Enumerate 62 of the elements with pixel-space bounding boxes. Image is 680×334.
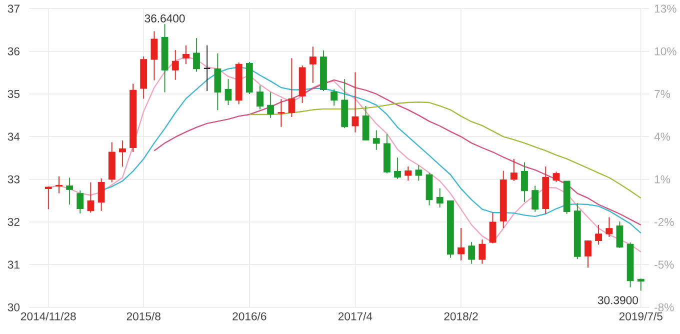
annotation: 36.6400	[144, 14, 185, 22]
candlestick	[584, 240, 592, 268]
x-tick-label: 2017/4	[338, 312, 372, 320]
candlestick	[637, 278, 644, 292]
y2-tick-label: 10%	[654, 47, 676, 56]
x-tick-label: 2015/8	[126, 312, 160, 320]
candlestick	[214, 52, 222, 111]
candlestick	[489, 212, 496, 244]
candlestick	[394, 157, 401, 180]
y2-tick-label: 13%	[654, 4, 676, 13]
y-tick-label: 34	[8, 132, 20, 141]
candlestick	[288, 58, 296, 118]
candlestick	[552, 171, 560, 182]
x-tick-label: 2014/11/28	[21, 312, 76, 320]
annotation: 30.3900	[598, 296, 638, 304]
candlestick	[352, 72, 359, 133]
candlestick	[510, 158, 518, 182]
candlestick	[150, 30, 158, 81]
y2-tick-label: 7%	[654, 90, 670, 98]
x-tick-label: 2019/7/5	[619, 312, 662, 320]
candlestick	[66, 177, 73, 205]
y-tick-label: 36	[8, 47, 20, 56]
y-tick-label: 31	[8, 260, 20, 269]
candlestick	[44, 186, 52, 210]
candlestick	[309, 46, 316, 84]
y2-tick-label: -2%	[654, 218, 674, 226]
candlestick	[182, 44, 190, 65]
x-tick-label: 2016/6	[232, 312, 266, 320]
y-tick-label: 33	[8, 175, 20, 184]
y-tick-label: 30	[8, 303, 20, 312]
candlestick	[616, 221, 624, 248]
candlestick	[278, 98, 285, 128]
candlestick	[436, 188, 444, 208]
candlestick	[478, 239, 486, 264]
candlestick	[458, 227, 464, 261]
candlestick	[606, 216, 613, 238]
candlestick	[330, 88, 338, 106]
candlestick	[119, 140, 126, 167]
candlestick	[224, 78, 232, 106]
x-tick-label: 2018/2	[444, 312, 478, 320]
y-tick-label: 32	[8, 218, 20, 226]
candlestick	[87, 182, 94, 214]
y2-tick-label: 4%	[654, 132, 670, 141]
candlestick	[521, 162, 528, 202]
candlestick	[256, 84, 264, 110]
candlestick	[193, 38, 200, 72]
y2-tick-label: -5%	[654, 260, 674, 269]
candlestick	[172, 50, 179, 80]
y-tick-label: 37	[8, 4, 20, 13]
candlestick	[76, 190, 84, 214]
candlestick	[372, 130, 380, 150]
candlestick	[595, 224, 602, 246]
y-tick-label: 35	[8, 90, 20, 98]
y2-tick-label: 1%	[654, 175, 670, 184]
y2-tick-label: -8%	[654, 303, 674, 312]
candlestick	[468, 242, 476, 264]
candlestick	[415, 164, 422, 182]
candlestick	[532, 185, 539, 212]
candlestick	[56, 176, 62, 194]
candlestick	[267, 92, 274, 118]
candlestick	[404, 166, 412, 182]
candlestick	[98, 178, 105, 212]
